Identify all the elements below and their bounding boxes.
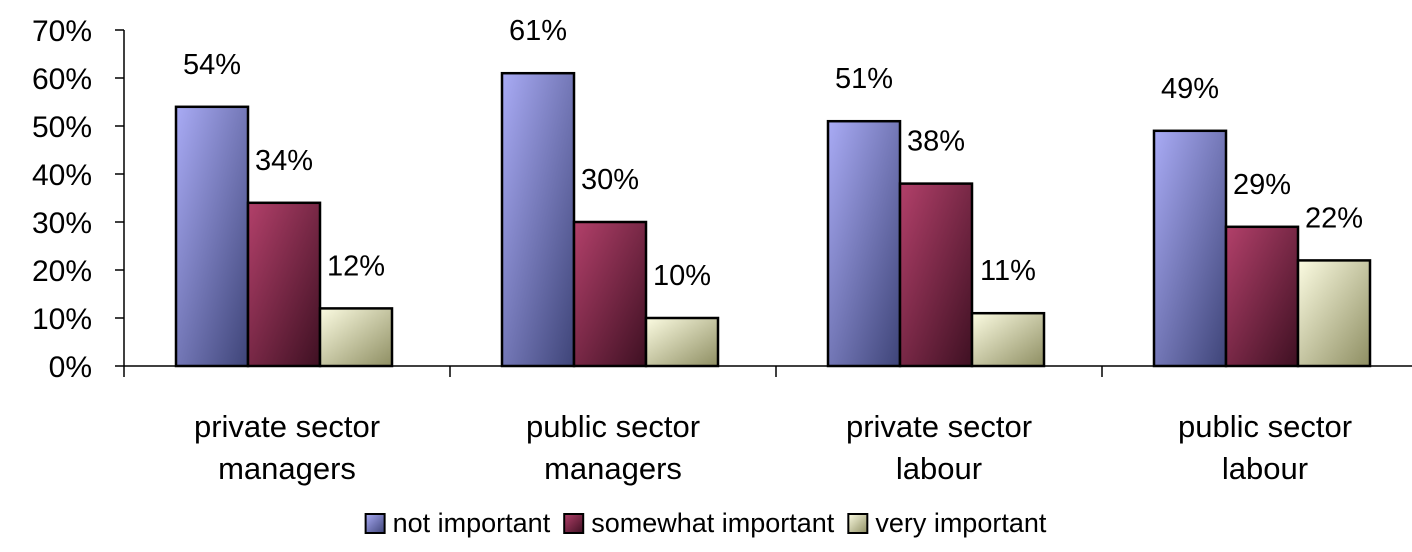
y-tick-label: 30% bbox=[32, 207, 92, 240]
chart-bars bbox=[174, 71, 1372, 368]
y-tick-label: 50% bbox=[32, 111, 92, 144]
data-label-very-important-4: 22% bbox=[1305, 202, 1363, 234]
data-label-very-important-2: 10% bbox=[653, 260, 711, 292]
y-tick-label: 20% bbox=[32, 255, 92, 288]
chart-legend: not important somewhat important very impo… bbox=[364, 508, 1047, 538]
category-label-2: public sector managers bbox=[526, 409, 700, 486]
legend-label-somewhat-important: somewhat important bbox=[591, 508, 835, 538]
y-tick-label: 40% bbox=[32, 159, 92, 192]
data-label-somewhat-important-2: 30% bbox=[581, 164, 639, 196]
bar-not-important-1 bbox=[174, 105, 250, 368]
legend-swatch-somewhat-important bbox=[563, 513, 585, 534]
y-tick-label: 70% bbox=[32, 15, 92, 48]
legend-swatch-not-important bbox=[364, 513, 386, 534]
bar-somewhat-important-2 bbox=[572, 220, 648, 368]
category-label-3: private sector labour bbox=[846, 409, 1032, 486]
bar-very-important-4 bbox=[1296, 259, 1372, 368]
data-label-somewhat-important-1: 34% bbox=[255, 145, 313, 177]
data-label-not-important-4: 49% bbox=[1161, 73, 1219, 105]
chart-data-labels: 54% 34% 12% 61% 30% 10% 51% 38% 11% 49% 29% 22% bbox=[183, 15, 1363, 292]
y-tick-label: 10% bbox=[32, 303, 92, 336]
data-label-somewhat-important-4: 29% bbox=[1233, 169, 1291, 201]
category-label-4: public sector labour bbox=[1178, 409, 1352, 486]
category-label-1: private sector managers bbox=[194, 409, 380, 486]
chart-axes: 0% 10% 20% 30% 40% 50% 60% 70% bbox=[32, 15, 1412, 384]
legend-swatch-very-important bbox=[847, 513, 869, 534]
data-label-not-important-1: 54% bbox=[183, 49, 241, 81]
data-label-very-important-1: 12% bbox=[327, 250, 385, 282]
data-label-somewhat-important-3: 38% bbox=[907, 126, 965, 158]
data-label-not-important-2: 61% bbox=[509, 15, 567, 47]
bar-very-important-3 bbox=[970, 311, 1046, 368]
y-tick-label: 60% bbox=[32, 63, 92, 96]
y-tick-label: 0% bbox=[49, 351, 92, 384]
bar-very-important-1 bbox=[318, 307, 394, 368]
bar-somewhat-important-1 bbox=[246, 201, 322, 368]
bar-not-important-2 bbox=[500, 71, 576, 368]
data-label-not-important-3: 51% bbox=[835, 63, 893, 95]
bar-very-important-2 bbox=[644, 316, 720, 368]
chart-category-labels: private sector managers public sector manag… bbox=[194, 409, 1352, 486]
bar-not-important-4 bbox=[1152, 129, 1228, 368]
bar-somewhat-important-4 bbox=[1224, 225, 1300, 368]
legend-label-not-important: not important bbox=[393, 508, 551, 538]
bar-not-important-3 bbox=[826, 119, 902, 368]
data-label-very-important-3: 11% bbox=[980, 255, 1036, 287]
bar-somewhat-important-3 bbox=[898, 182, 974, 368]
legend-label-very-important: very important bbox=[875, 508, 1047, 538]
